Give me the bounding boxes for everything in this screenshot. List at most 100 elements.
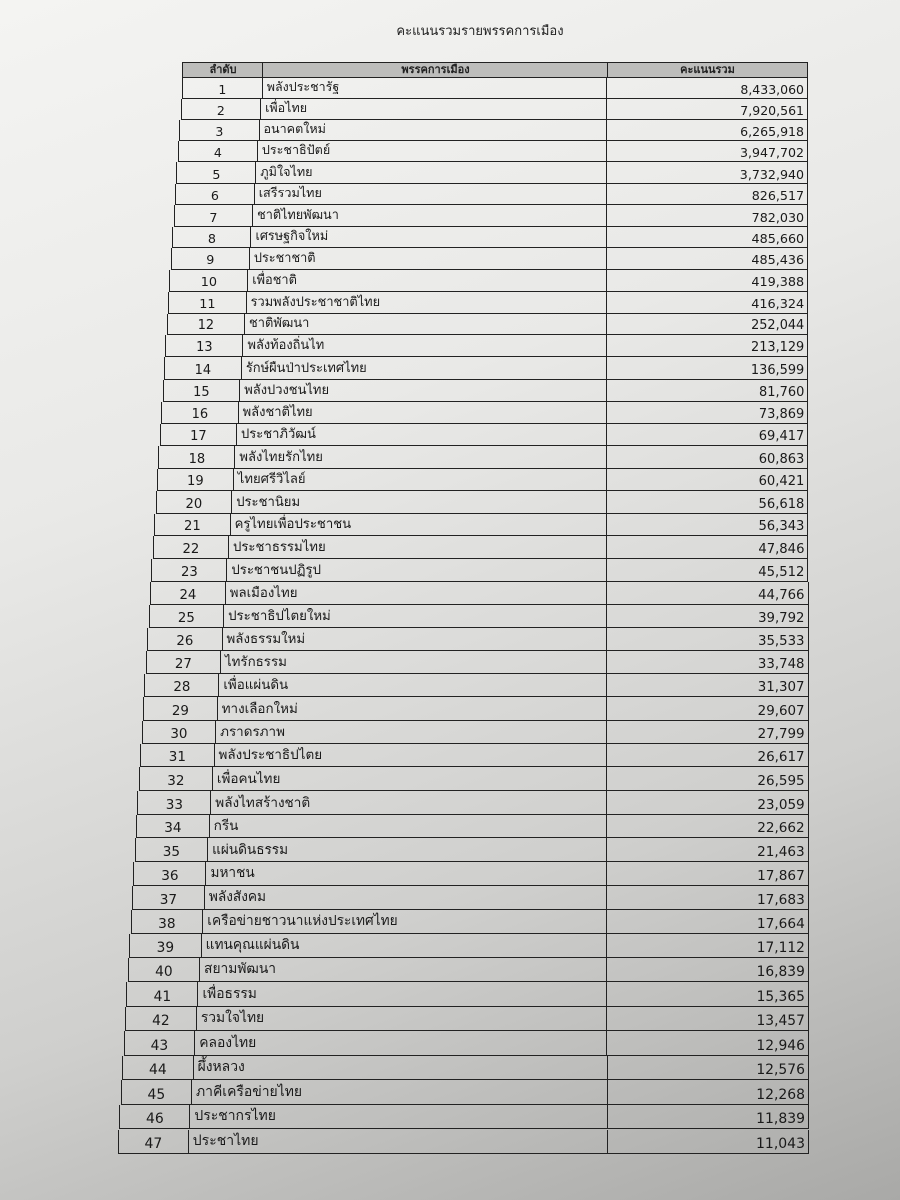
table-row: 8 เศรษฐกิจใหม่ 485,660 (172, 226, 809, 249)
table-row: 14 รักษ์ผืนป่าประเทศไทย 136,599 (163, 357, 809, 380)
votes-cell: 782,030 (751, 209, 805, 225)
table-row: 6 เสรีรวมไทย 826,517 (175, 183, 809, 206)
rank-cell: 12 (168, 313, 246, 335)
table-row: 27 ไทรักธรรม 33,748 (145, 650, 809, 674)
votes-cell: 17,112 (756, 940, 805, 957)
votes-cell: 35,533 (757, 633, 805, 649)
table-row: 33 พลังไทสร้างชาติ 23,059 (137, 790, 809, 815)
party-name-cell: เพื่อแผ่นดิน (219, 673, 608, 697)
table-row: 22 ประชาธรรมไทย 47,846 (152, 536, 809, 560)
votes-cell: 21,463 (757, 844, 805, 861)
rank-cell: 35 (136, 838, 209, 862)
table-row: 7 ชาติไทยพัฒนา 782,030 (173, 205, 809, 227)
votes-cell: 22,662 (757, 820, 805, 837)
table-row: 42 รวมใจไทย 13,457 (124, 1006, 809, 1032)
rank-cell: 16 (162, 401, 239, 423)
votes-cell: 11,043 (756, 1136, 805, 1153)
rank-cell: 40 (129, 958, 201, 982)
rank-cell: 43 (125, 1031, 196, 1055)
party-name-cell: เพื่อธรรม (198, 982, 608, 1006)
rank-cell: 27 (147, 650, 221, 673)
table-row: 47 ประชาไทย 11,043 (118, 1129, 809, 1155)
rank-cell: 47 (119, 1129, 189, 1154)
rank-cell: 18 (159, 446, 236, 468)
party-name-cell: เศรษฐกิจใหม่ (251, 226, 607, 248)
rank-cell: 24 (151, 581, 226, 604)
rank-cell: 3 (180, 120, 260, 141)
party-name-cell: รวมใจไทย (197, 1006, 608, 1031)
votes-cell: 39,792 (758, 610, 805, 626)
rank-cell: 8 (173, 226, 252, 248)
votes-cell: 69,417 (758, 429, 805, 445)
table-row: 5 ภูมิใจไทย 3,732,940 (176, 162, 809, 184)
votes-cell: 60,863 (758, 451, 805, 467)
table-row: 17 ประชาภิวัฒน์ 69,417 (159, 423, 809, 447)
party-name-cell: พลเมืองไทย (226, 581, 608, 604)
rank-cell: 38 (132, 910, 204, 934)
table-row: 28 เพื่อแผ่นดิน 31,307 (144, 673, 809, 698)
party-name-cell: พลังไทยรักไทย (235, 446, 607, 468)
party-name-cell: พลังสังคม (205, 886, 608, 909)
rank-cell: 32 (140, 767, 213, 790)
table-row: 44 ผึ้งหลวง 12,576 (122, 1055, 809, 1081)
votes-cell: 17,664 (756, 916, 805, 933)
rank-cell: 10 (170, 269, 249, 291)
votes-cell: 15,365 (756, 988, 805, 1005)
rank-cell: 28 (145, 673, 220, 697)
rank-cell: 34 (137, 814, 210, 838)
votes-cell: 17,867 (757, 868, 805, 885)
table-row: 30 ภราดรภาพ 27,799 (141, 720, 809, 744)
votes-cell: 29,607 (757, 703, 805, 719)
votes-cell: 213,129 (751, 340, 805, 356)
rank-cell: 11 (169, 291, 247, 313)
party-name-cell: รวมพลังประชาชาติไทย (247, 291, 607, 313)
party-name-cell: ประชาธิปัตย์ (258, 141, 607, 162)
table-row: 34 กรีน 22,662 (136, 814, 809, 839)
table-row: 11 รวมพลังประชาชาติไทย 416,324 (168, 291, 809, 314)
votes-cell: 33,748 (757, 656, 805, 672)
rank-cell: 30 (143, 720, 217, 743)
rank-cell: 29 (144, 697, 218, 720)
document-title: คะแนนรวมรายพรรคการเมือง (396, 24, 564, 39)
table-row: 29 ทางเลือกใหม่ 29,607 (143, 697, 809, 721)
votes-cell: 17,683 (756, 892, 805, 908)
votes-cell: 7,920,561 (740, 103, 804, 119)
party-name-cell: พลังธรรมใหม่ (223, 627, 608, 650)
table-row: 46 ประชากรไทย 11,839 (119, 1104, 809, 1130)
party-name-cell: ประชาธิปไตยใหม่ (224, 604, 608, 627)
table-row: 10 เพื่อชาติ 419,388 (169, 269, 809, 292)
votes-cell: 12,576 (756, 1062, 805, 1079)
party-name-cell: ชาติไทยพัฒนา (253, 205, 607, 226)
table-row: 9 ประชาชาติ 485,436 (170, 248, 809, 270)
party-name-cell: แผ่นดินธรรม (208, 838, 608, 862)
rank-cell: 36 (134, 862, 207, 886)
party-name-cell: รักษ์ผืนป่าประเทศไทย (242, 357, 607, 379)
votes-cell: 12,268 (756, 1086, 805, 1103)
votes-cell: 416,324 (751, 296, 805, 312)
party-name-cell: ครูไทยเพื่อประชาชน (231, 513, 608, 536)
party-name-cell: สยามพัฒนา (200, 958, 608, 982)
table-row: 26 พลังธรรมใหม่ 35,533 (147, 627, 809, 651)
rank-cell: 25 (150, 604, 225, 627)
votes-cell: 3,947,702 (740, 145, 805, 161)
rank-cell: 39 (130, 934, 202, 958)
rank-cell: 14 (165, 357, 242, 379)
votes-cell: 26,617 (757, 749, 805, 766)
votes-cell: 419,388 (751, 274, 805, 290)
party-name-cell: มหาชน (206, 862, 608, 886)
rank-cell: 9 (172, 248, 250, 269)
party-name-cell: พลังท้องถิ่นไท (243, 335, 607, 357)
table-row: 45 ภาคีเครือข่ายไทย 12,268 (120, 1080, 809, 1105)
party-name-cell: เครือข่ายชาวนาแห่งประเทศไทย (203, 910, 608, 934)
votes-cell: 3,732,940 (739, 166, 805, 182)
rank-cell: 5 (177, 162, 257, 183)
party-name-cell: ประชาภิวัฒน์ (237, 423, 607, 446)
party-name-cell: พลังประชาธิปไตย (215, 743, 608, 767)
rank-cell: 13 (166, 335, 244, 357)
rank-cell: 17 (161, 423, 238, 446)
votes-cell: 826,517 (751, 188, 805, 204)
party-name-cell: พลังชาติไทย (239, 401, 607, 423)
table-row: 16 พลังชาติไทย 73,869 (161, 401, 809, 424)
votes-cell: 252,044 (751, 318, 805, 334)
header-votes: คะแนนรวม (607, 62, 808, 78)
